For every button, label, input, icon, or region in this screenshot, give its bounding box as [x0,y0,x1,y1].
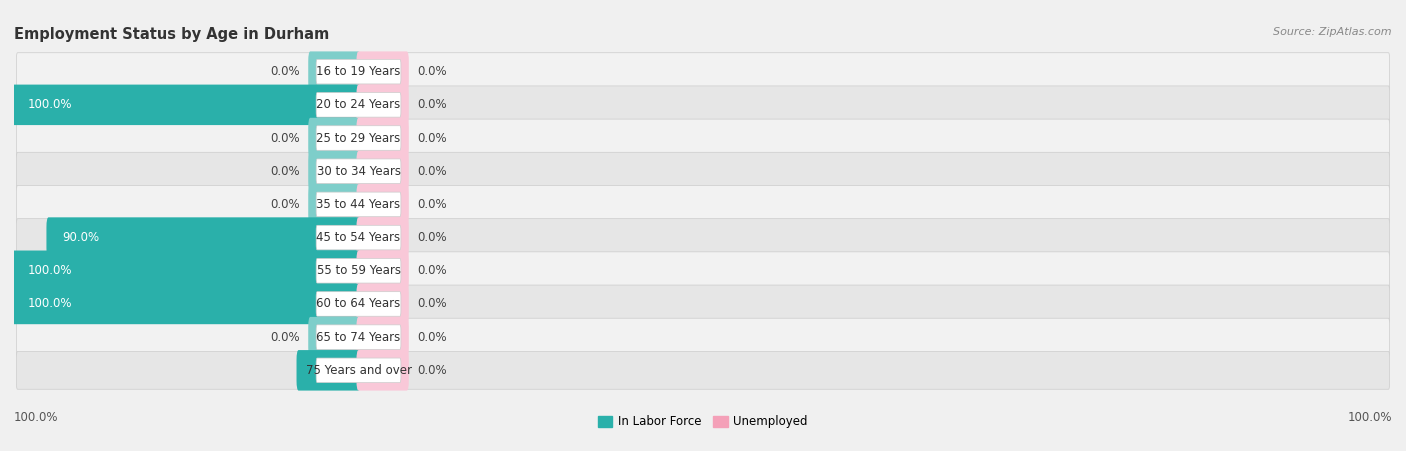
FancyBboxPatch shape [17,318,1389,356]
FancyBboxPatch shape [316,358,401,382]
Text: 0.0%: 0.0% [270,165,299,178]
FancyBboxPatch shape [17,185,1389,223]
FancyBboxPatch shape [357,350,409,391]
FancyBboxPatch shape [316,226,401,250]
Text: 100.0%: 100.0% [28,98,72,111]
FancyBboxPatch shape [357,51,409,92]
Text: 0.0%: 0.0% [418,65,447,78]
Text: 0.0%: 0.0% [418,231,447,244]
Text: 0.0%: 0.0% [418,165,447,178]
FancyBboxPatch shape [308,51,360,92]
Text: 100.0%: 100.0% [28,298,72,310]
Text: 60 to 64 Years: 60 to 64 Years [316,298,401,310]
Text: 75 Years and over: 75 Years and over [305,364,412,377]
FancyBboxPatch shape [17,152,1389,190]
FancyBboxPatch shape [17,53,1389,91]
Text: 25 to 29 Years: 25 to 29 Years [316,132,401,144]
FancyBboxPatch shape [316,159,401,184]
Text: 0.0%: 0.0% [418,331,447,344]
FancyBboxPatch shape [357,85,409,125]
Text: 30 to 34 Years: 30 to 34 Years [316,165,401,178]
FancyBboxPatch shape [316,325,401,350]
Text: 0.0%: 0.0% [418,364,447,377]
FancyBboxPatch shape [13,85,360,125]
Text: 45 to 54 Years: 45 to 54 Years [316,231,401,244]
FancyBboxPatch shape [297,350,360,391]
Text: 16 to 19 Years: 16 to 19 Years [316,65,401,78]
FancyBboxPatch shape [13,250,360,291]
Text: 0.0%: 0.0% [418,264,447,277]
Text: 0.0%: 0.0% [418,198,447,211]
Text: 65 to 74 Years: 65 to 74 Years [316,331,401,344]
FancyBboxPatch shape [357,250,409,291]
Text: 17.4%: 17.4% [312,364,350,377]
Text: 0.0%: 0.0% [270,331,299,344]
Text: 0.0%: 0.0% [270,198,299,211]
Text: 100.0%: 100.0% [1347,411,1392,424]
FancyBboxPatch shape [17,351,1389,389]
FancyBboxPatch shape [316,60,401,84]
FancyBboxPatch shape [316,258,401,283]
FancyBboxPatch shape [308,184,360,225]
FancyBboxPatch shape [17,119,1389,157]
Text: 0.0%: 0.0% [418,98,447,111]
FancyBboxPatch shape [17,86,1389,124]
Text: 0.0%: 0.0% [270,132,299,144]
Text: 0.0%: 0.0% [418,298,447,310]
FancyBboxPatch shape [316,126,401,150]
FancyBboxPatch shape [357,217,409,258]
FancyBboxPatch shape [17,219,1389,257]
FancyBboxPatch shape [308,118,360,158]
FancyBboxPatch shape [308,151,360,192]
FancyBboxPatch shape [13,284,360,324]
FancyBboxPatch shape [357,151,409,192]
Text: 100.0%: 100.0% [28,264,72,277]
FancyBboxPatch shape [357,118,409,158]
FancyBboxPatch shape [357,284,409,324]
FancyBboxPatch shape [357,184,409,225]
Text: 0.0%: 0.0% [270,65,299,78]
Text: 90.0%: 90.0% [62,231,100,244]
Text: 100.0%: 100.0% [14,411,59,424]
Text: Employment Status by Age in Durham: Employment Status by Age in Durham [14,27,329,42]
FancyBboxPatch shape [17,285,1389,323]
Text: 35 to 44 Years: 35 to 44 Years [316,198,401,211]
FancyBboxPatch shape [316,292,401,316]
Legend: In Labor Force, Unemployed: In Labor Force, Unemployed [593,411,813,433]
Text: Source: ZipAtlas.com: Source: ZipAtlas.com [1274,27,1392,37]
FancyBboxPatch shape [17,252,1389,290]
FancyBboxPatch shape [46,217,360,258]
FancyBboxPatch shape [308,317,360,357]
Text: 0.0%: 0.0% [418,132,447,144]
FancyBboxPatch shape [357,317,409,357]
FancyBboxPatch shape [316,92,401,117]
FancyBboxPatch shape [316,192,401,216]
Text: 20 to 24 Years: 20 to 24 Years [316,98,401,111]
Text: 55 to 59 Years: 55 to 59 Years [316,264,401,277]
